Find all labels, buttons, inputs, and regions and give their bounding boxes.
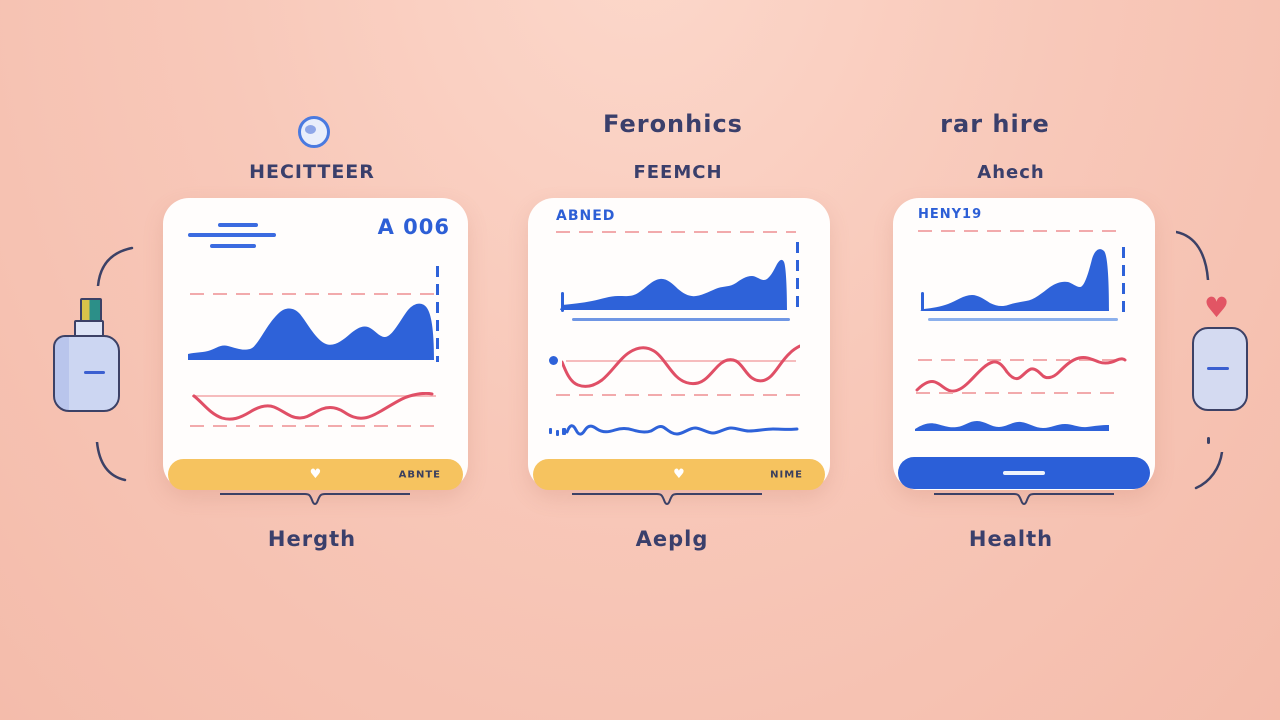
squiggle-line-illustration — [549, 424, 799, 436]
dashed-rule — [190, 425, 438, 427]
dashed-rule — [916, 392, 1118, 394]
dashed-axis — [436, 266, 439, 362]
card1-value: A 006 — [377, 215, 450, 239]
right-bottom-arc — [1194, 452, 1224, 490]
chart-baseline — [572, 318, 790, 321]
card2-label: ABNED — [556, 208, 616, 224]
bullet-dot — [549, 356, 558, 365]
brace-under-card3 — [934, 493, 1114, 506]
column1-title: HECITTEER — [249, 161, 375, 183]
area-chart-illustration — [188, 303, 434, 360]
dashed-axis — [796, 242, 799, 312]
card2-footer-label: NIME — [770, 469, 803, 480]
circle-dot-icon — [298, 116, 330, 148]
line-chart-illustration — [915, 356, 1127, 393]
left-bottom-arc — [95, 442, 127, 482]
area-chart-illustration — [920, 249, 1109, 311]
column3-subtitle: Ahech — [977, 162, 1045, 183]
axis-tick — [561, 292, 564, 312]
column2-subtitle: FEEMCH — [633, 162, 723, 183]
card1-footer-button[interactable]: ♥ ABNTE — [168, 459, 463, 490]
dashed-rule — [556, 231, 796, 233]
dot-mark — [1207, 437, 1210, 444]
heart-icon: ♥ — [673, 467, 685, 482]
text-lines-icon — [210, 244, 256, 248]
bottle-dash — [84, 371, 105, 374]
card-2: ABNED ♥ NIME — [528, 198, 830, 490]
dashed-rule — [918, 359, 1120, 361]
column2-title: Feronhics — [603, 110, 743, 138]
text-lines-icon — [188, 233, 276, 237]
card3-footer-button[interactable] — [898, 457, 1150, 489]
area-chart-illustration — [560, 259, 787, 310]
dashed-rule — [190, 293, 438, 295]
rule-line — [566, 360, 796, 362]
line-chart-illustration — [562, 344, 800, 388]
right-top-arc — [1176, 230, 1210, 280]
card-3: HENY19 — [893, 198, 1155, 490]
brace-under-card1 — [220, 493, 410, 506]
heart-icon: ♥ — [309, 467, 322, 482]
column3-caption: Health — [968, 527, 1054, 551]
circle-dot-inner — [305, 125, 316, 134]
column3-title: rar hire — [940, 110, 1050, 138]
card2-footer-button[interactable]: ♥ NIME — [533, 459, 825, 490]
text-lines-icon — [218, 223, 258, 227]
column2-caption: Aeplg — [635, 527, 709, 551]
card1-footer-label: ABNTE — [398, 469, 441, 480]
left-top-arc — [96, 246, 134, 286]
card3-label: HENY19 — [918, 207, 983, 222]
dash-icon — [1003, 471, 1045, 475]
card-1: A 006 ♥ ABNTE — [163, 198, 468, 490]
line-chart-illustration — [192, 392, 434, 421]
rule-line — [192, 395, 436, 397]
chart-baseline — [928, 318, 1118, 321]
dashed-axis — [1122, 247, 1125, 313]
wave-band-illustration — [915, 421, 1109, 431]
brace-under-card2 — [572, 493, 762, 506]
column1-caption: Hergth — [267, 527, 357, 551]
rect-dash — [1207, 367, 1229, 370]
dashed-rule — [918, 230, 1122, 232]
dashed-rule — [556, 394, 800, 396]
heart-icon: ♥ — [1204, 291, 1230, 324]
axis-tick — [921, 292, 924, 311]
